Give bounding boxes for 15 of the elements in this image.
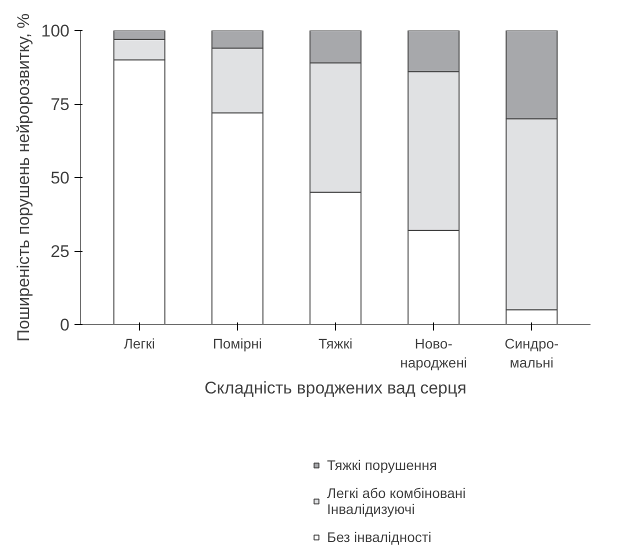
legend-label: Легкі або комбіновані Інвалідизуючі xyxy=(327,485,466,517)
x-tick-label: Легкі xyxy=(124,336,156,352)
legend-label: Без інвалідності xyxy=(327,529,432,545)
x-tick-label: Помірні xyxy=(212,336,262,352)
y-tick-label: 25 xyxy=(50,242,70,261)
x-axis-title: Складність вроджених вад серця xyxy=(204,378,466,398)
y-tick-label: 50 xyxy=(50,168,70,188)
x-tick-label: Синдро- мальні xyxy=(504,336,560,371)
legend-label: Тяжкі порушення xyxy=(327,457,437,473)
y-tick-label: 0 xyxy=(60,316,70,334)
y-tick-label: 100 xyxy=(41,22,70,40)
x-tick-label: Тяжкі xyxy=(318,336,352,352)
x-tick-label: Ново- народжені xyxy=(400,336,468,371)
y-axis-title: Поширеність порушень нейророзвитку, % xyxy=(14,13,34,342)
y-tick-label: 75 xyxy=(50,95,70,114)
